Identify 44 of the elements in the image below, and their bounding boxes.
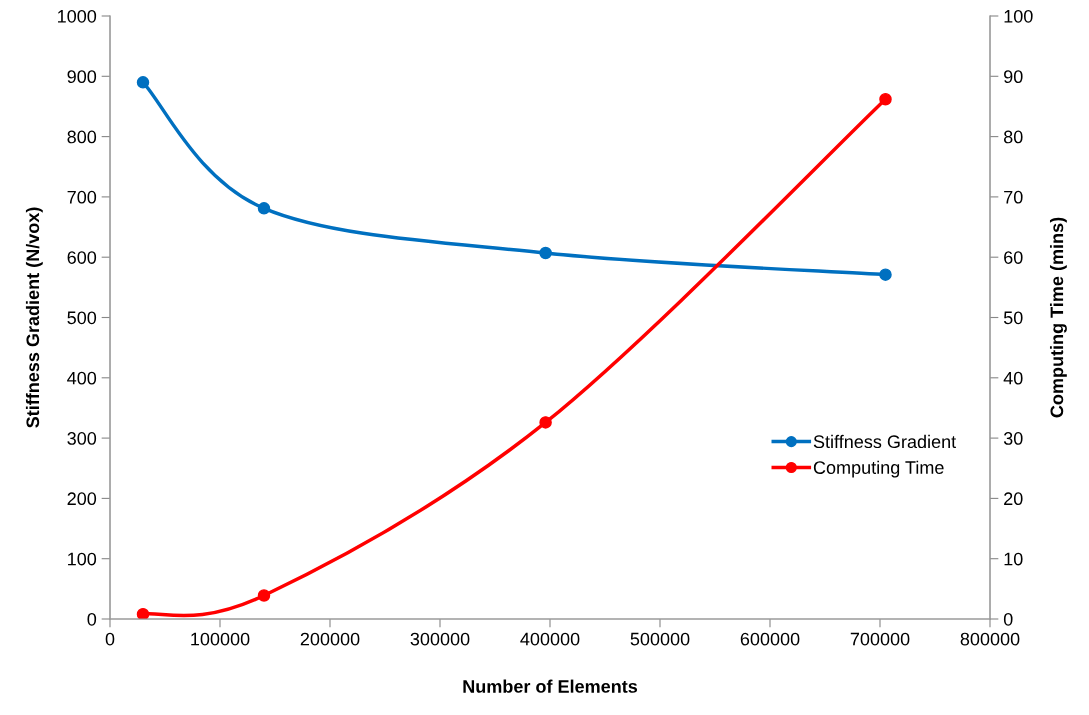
y-axis-title: Stiffness Gradient (N/vox) (25, 207, 43, 428)
y2-axis-title: Computing Time (mins) (1049, 217, 1067, 418)
x-tick-label: 500000 (630, 632, 690, 646)
y2-tick-label: 0 (1003, 612, 1013, 626)
x-tick-label: 600000 (740, 632, 800, 646)
y2-tick-label: 50 (1003, 311, 1023, 325)
y-tick-label: 500 (67, 311, 97, 325)
x-tick-label: 300000 (410, 632, 470, 646)
y-tick-label: 900 (67, 70, 97, 84)
y2-tick-label: 60 (1004, 251, 1023, 264)
x-tick-label: 700000 (850, 632, 910, 646)
y2-tick-label: 100 (1004, 9, 1033, 23)
y-tick-label: 400 (67, 371, 97, 385)
x-tick-label: 400000 (520, 632, 580, 646)
point (879, 92, 892, 106)
y-tick-label: 600 (67, 251, 97, 264)
y2-tick-label: 80 (1003, 130, 1023, 144)
y2-tick-label: 90 (1004, 70, 1023, 84)
point (257, 589, 271, 602)
x-tick-label: 0 (105, 632, 115, 646)
x-tick-label: 800000 (960, 632, 1020, 646)
y2-tick-label: 40 (1003, 371, 1023, 385)
point (136, 76, 150, 89)
legend-label: Stiffness Gradient (813, 434, 957, 449)
point (136, 607, 150, 619)
legend-label: Computing Time (813, 460, 944, 478)
y2-tick-label: 10 (1004, 552, 1023, 566)
y2-tick-label: 70 (1004, 190, 1023, 204)
y-tick-label: 1000 (58, 9, 97, 23)
y-tick-label: 100 (68, 552, 97, 566)
x-axis-title: Number of Elements (463, 679, 638, 693)
y-tick-label: 700 (67, 190, 97, 204)
y-tick-label: 300 (67, 432, 97, 445)
y-tick-label: 0 (87, 612, 97, 626)
x-tick-label: 100000 (191, 632, 250, 646)
y2-tick-label: 30 (1003, 432, 1023, 445)
y-tick-label: 200 (67, 492, 97, 506)
point (257, 202, 271, 215)
y2-tick-label: 20 (1004, 492, 1023, 506)
point (539, 416, 552, 429)
point (539, 246, 552, 260)
y-tick-label: 800 (67, 130, 97, 144)
point (879, 268, 892, 281)
x-tick-label: 200000 (300, 632, 360, 646)
